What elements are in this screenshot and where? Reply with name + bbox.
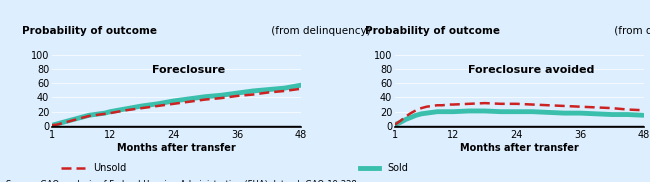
Text: Foreclosure avoided: Foreclosure avoided <box>469 65 595 75</box>
X-axis label: Months after transfer: Months after transfer <box>117 143 236 153</box>
Legend: Unsold: Unsold <box>57 159 130 177</box>
X-axis label: Months after transfer: Months after transfer <box>460 143 578 153</box>
Text: Foreclosure: Foreclosure <box>152 65 226 75</box>
Text: Probability of outcome: Probability of outcome <box>365 27 500 37</box>
Text: (from delinquency): (from delinquency) <box>268 27 371 37</box>
Legend: Sold: Sold <box>356 159 411 177</box>
Text: Source: GAO analysis of Federal Housing Administration (FHA) data.  |  GAO-19-22: Source: GAO analysis of Federal Housing … <box>6 180 358 182</box>
Text: Probability of outcome: Probability of outcome <box>22 27 157 37</box>
Text: (from delinquency): (from delinquency) <box>611 27 650 37</box>
